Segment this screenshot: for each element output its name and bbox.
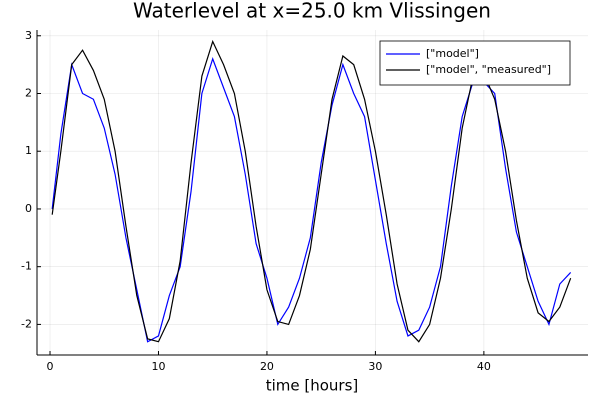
x-axis-label: time [hours] [266, 377, 359, 395]
series-line [51, 57, 572, 343]
series-line [51, 39, 572, 343]
x-tick-label: 40 [477, 360, 491, 373]
x-tick-label: 0 [47, 360, 54, 373]
y-tick-label: 1 [25, 144, 32, 157]
y-tick-label: 0 [25, 202, 32, 215]
legend-label: ["model", "measured"] [426, 63, 551, 76]
y-tick-label: -2 [21, 317, 32, 330]
chart-title: Waterlevel at x=25.0 km Vlissingen [133, 0, 491, 23]
y-tick-label: 3 [25, 29, 32, 42]
x-tick-label: 20 [260, 360, 274, 373]
legend-label: ["model"] [426, 47, 479, 60]
x-tick-label: 30 [368, 360, 382, 373]
x-tick-label: 10 [151, 360, 165, 373]
y-tick-label: 2 [25, 86, 32, 99]
legend-box [379, 40, 571, 86]
y-tick-label: -1 [21, 260, 32, 273]
